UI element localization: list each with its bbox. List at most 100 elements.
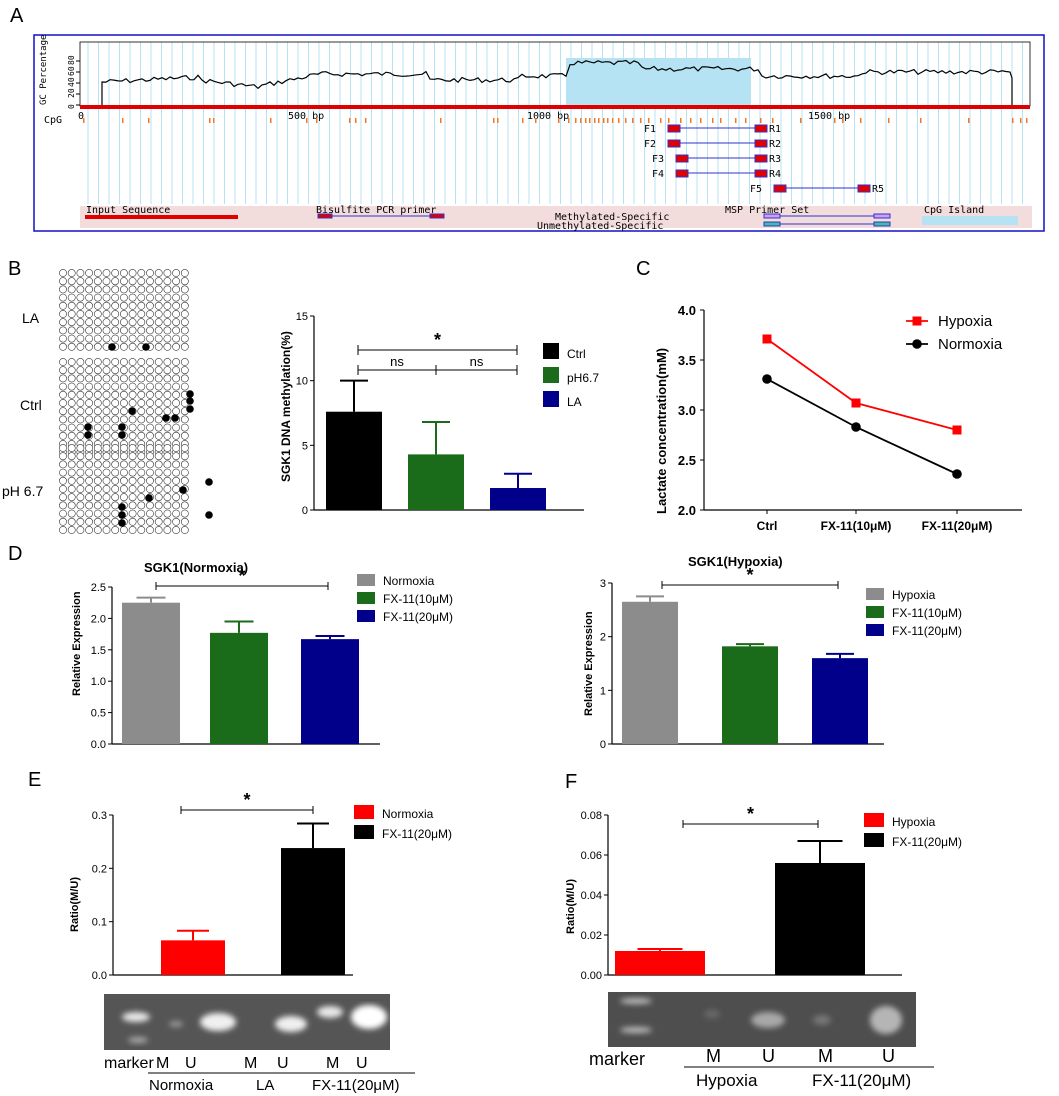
cpg-circle — [67, 301, 76, 310]
cpg-circle — [180, 326, 189, 335]
cpg-site — [720, 118, 722, 123]
y-tick-label: 2 — [600, 632, 606, 644]
cpg-circle — [137, 476, 146, 485]
cpg-circle — [137, 501, 146, 510]
gel-e-lane-m1: M — [156, 1055, 169, 1072]
cpg-circle — [111, 407, 120, 416]
cpg-site — [712, 118, 714, 123]
panel-label-a: A — [10, 5, 24, 27]
cpg-circle — [154, 318, 163, 327]
primer-forward — [667, 139, 681, 148]
chart-d2-ylabel: Relative Expression — [583, 611, 595, 716]
cpg-circle — [102, 382, 111, 391]
data-point-normoxia — [851, 422, 861, 432]
bar-fx-11-20-m- — [812, 658, 868, 744]
cpg-circle — [172, 423, 180, 432]
cpg-circle — [120, 285, 128, 294]
cpg-circle — [59, 269, 67, 277]
cpg-circle — [128, 374, 137, 383]
cpg-circle — [172, 517, 180, 526]
gel-f-group-fx11: FX-11(20μM) — [812, 1071, 911, 1090]
cpg-circle — [154, 526, 163, 534]
cpg-circle — [137, 293, 146, 302]
cpg-circle — [180, 293, 189, 302]
legend-swatch — [864, 813, 884, 827]
input-sequence-bar — [85, 215, 238, 219]
legend-swatch — [357, 592, 375, 604]
gel-f-lane-u1: U — [762, 1046, 775, 1066]
cpg-circle — [163, 526, 172, 534]
cpg-circle — [67, 326, 76, 335]
primer-reverse-label: R5 — [872, 184, 884, 195]
cpg-circle — [172, 326, 180, 335]
cpg-circle — [120, 277, 128, 286]
cpg-circle — [76, 509, 85, 518]
cpg-circle — [102, 366, 111, 375]
cpg-circle — [172, 493, 180, 502]
methylated-cpg-circle — [84, 431, 92, 439]
primer-reverse — [754, 154, 768, 163]
gel-e-background — [104, 994, 390, 1050]
legend-label: FX-11(10μM) — [383, 592, 453, 606]
cpg-circle — [180, 374, 189, 383]
cpg-site — [306, 118, 308, 123]
cpg-circle — [146, 485, 154, 493]
significance-label: ns — [390, 354, 404, 369]
cpg-circle — [59, 399, 67, 407]
cpg-circle — [67, 374, 76, 383]
gel-e-lane-u1: U — [185, 1055, 197, 1072]
cpg-circle — [154, 517, 163, 526]
cpg-circle — [180, 382, 189, 391]
methylated-cpg-circle — [186, 405, 194, 413]
cpg-circle — [93, 277, 102, 286]
legend-swatch — [357, 610, 375, 622]
cpg-circle — [128, 358, 137, 366]
cpg-circle — [154, 358, 163, 366]
legend-label: Normoxia — [382, 807, 434, 821]
cpg-circle — [137, 366, 146, 375]
cpg-circle — [59, 509, 67, 518]
data-point-hypoxia — [952, 425, 962, 435]
cpg-circle — [146, 293, 154, 302]
cpg-circle — [67, 277, 76, 286]
cpg-circle — [93, 358, 102, 366]
significance-label: * — [238, 566, 245, 586]
cpg-circle — [128, 382, 137, 391]
cpg-circle — [59, 452, 67, 461]
cpg-circle — [120, 399, 128, 407]
cpg-circle — [137, 485, 146, 493]
cpg-site — [632, 118, 634, 123]
cpg-circle — [128, 485, 137, 493]
cpg-circle — [172, 444, 180, 452]
methylated-cpg-circle — [186, 390, 194, 398]
cpg-circle — [59, 476, 67, 485]
cpg-circle — [146, 526, 154, 534]
cpg-circle — [154, 493, 163, 502]
cpg-site — [640, 118, 642, 123]
primer-pairs: F1 R1 F2 R2 F3 R3 F4 R4 F5 R5 — [644, 124, 884, 195]
cpg-circle — [172, 382, 180, 391]
primer-reverse — [754, 139, 768, 148]
cpg-circle — [137, 310, 146, 318]
cpg-circle — [85, 342, 93, 351]
cpg-circle — [172, 468, 180, 477]
legend-swatch — [866, 624, 884, 636]
gc-tick-label: 60 — [67, 66, 76, 76]
cpg-circle — [102, 277, 111, 286]
methylated-cpg-circle — [179, 486, 187, 494]
cpg-site — [603, 118, 605, 123]
cpg-circle — [85, 526, 93, 534]
cpg-circle — [59, 485, 67, 493]
cpg-circle — [180, 476, 189, 485]
cpg-circle — [67, 431, 76, 440]
legend-unmethylated: Unmethylated-Specific — [537, 221, 663, 232]
cpg-circle — [111, 382, 120, 391]
cpg-circle — [67, 293, 76, 302]
data-point-normoxia — [762, 374, 772, 384]
cpg-circle — [93, 431, 102, 440]
cpg-circle — [67, 407, 76, 416]
cpg-circle — [111, 277, 120, 286]
cpg-circle — [180, 517, 189, 526]
cpg-circle — [102, 407, 111, 416]
cpg-site — [612, 118, 614, 123]
